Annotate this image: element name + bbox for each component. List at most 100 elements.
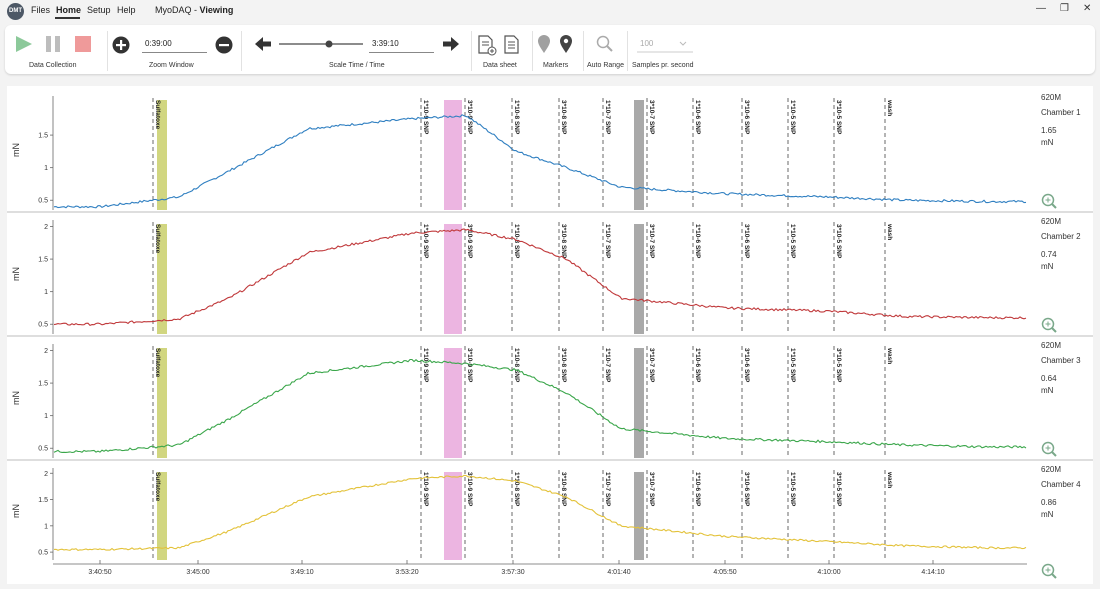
separator	[627, 31, 628, 71]
zoom-magnifier-icon[interactable]	[1041, 317, 1057, 333]
time-tick-label: 4:10:00	[817, 569, 840, 576]
time-tick-label: 3:57:30	[501, 569, 524, 576]
marker-label: 1*10-7 SNP	[604, 100, 611, 135]
scale-time-input[interactable]: 3:39:10	[369, 36, 434, 53]
y-axis-label: mN	[11, 504, 21, 518]
current-value: 0.74	[1041, 250, 1057, 259]
marker-label: 1*10-9 SNP	[422, 224, 429, 259]
separator	[532, 31, 533, 71]
marker-label: 1*10-6 SNP	[694, 472, 701, 507]
time-tick-label: 4:05:50	[713, 569, 736, 576]
y-tick-label: 0.5	[38, 322, 48, 329]
time-tick-label: 3:40:50	[88, 569, 111, 576]
chamber-name: Chamber 4	[1041, 480, 1081, 489]
y-tick-label: 1	[44, 413, 48, 420]
marker-label: 1*10-5 SNP	[789, 348, 796, 383]
close-icon[interactable]: ✕	[1083, 3, 1092, 14]
play-button[interactable]	[16, 36, 32, 52]
scroll-left-button[interactable]	[255, 37, 271, 51]
value-unit: mN	[1041, 138, 1054, 147]
plot-area: 3:40:50 3:45:00 3:49:10 3:53:20 3:57:30 4:01:…	[7, 86, 1093, 584]
y-axis-label: mN	[11, 391, 21, 405]
marker-label: Sulfatoxe	[154, 224, 161, 254]
marker-label: 1*10-5 SNP	[789, 100, 796, 135]
plus-circle-icon	[112, 36, 130, 54]
zoom-magnifier-icon[interactable]	[1041, 563, 1057, 579]
marker-label: 1*10-5 SNP	[789, 224, 796, 259]
zoom-out-button[interactable]	[215, 36, 233, 54]
pause-icon	[46, 36, 60, 52]
markers-label: Markers	[543, 62, 569, 69]
time-tick-label: 3:53:20	[395, 569, 418, 576]
stop-icon	[75, 36, 91, 52]
event-highlight	[444, 472, 462, 560]
marker-label: Sulfatoxe	[154, 472, 161, 502]
chamber-trace	[53, 228, 1027, 327]
marker-label: 3*10-5 SNP	[835, 100, 842, 135]
chamber-trace	[53, 358, 1027, 454]
event-highlight	[157, 224, 167, 334]
marker-gray-button[interactable]	[538, 35, 550, 53]
marker-label: 3*10-8 SNP	[560, 100, 567, 135]
event-highlight	[157, 348, 167, 458]
time-tick-label: 3:49:10	[290, 569, 313, 576]
window-title: MyoDAQ - Viewing	[155, 5, 234, 15]
device-label: 620M	[1041, 465, 1061, 474]
marker-label: 1*10-7 SNP	[604, 348, 611, 383]
value-unit: mN	[1041, 510, 1054, 519]
auto-range-button[interactable]	[596, 35, 613, 52]
event-highlight	[444, 224, 462, 334]
play-icon	[16, 36, 32, 52]
separator	[583, 31, 584, 71]
marker-label: 1*10-8 SNP	[513, 348, 520, 383]
maximize-icon[interactable]: ❐	[1060, 3, 1069, 14]
app-logo: DMT	[7, 3, 24, 20]
marker-label: wash	[886, 347, 893, 364]
zoom-window-input[interactable]: 0:39:00	[142, 36, 207, 53]
slider-thumb[interactable]	[325, 40, 333, 48]
zoom-magnifier-icon[interactable]	[1041, 441, 1057, 457]
data-sheet-label: Data sheet	[483, 62, 517, 69]
menu-help[interactable]: Help	[117, 5, 136, 15]
value-unit: mN	[1041, 386, 1054, 395]
arrow-right-icon	[443, 37, 459, 51]
chamber-name: Chamber 1	[1041, 108, 1081, 117]
minimize-icon[interactable]: —	[1036, 3, 1046, 14]
minus-circle-icon	[215, 36, 233, 54]
event-highlight	[444, 100, 462, 210]
y-tick-label: 0.5	[38, 550, 48, 557]
chamber-name: Chamber 2	[1041, 232, 1081, 241]
zoom-in-button[interactable]	[112, 36, 130, 54]
chamber-panel-2: Sulfatoxe 1*10-9 SNP 3*10-9 SNP 1*10-8 SNP 3…	[11, 217, 1081, 334]
data-sheet-button[interactable]	[504, 35, 519, 54]
menu-setup[interactable]: Setup	[87, 5, 111, 15]
map-pin-icon	[560, 35, 572, 53]
separator	[241, 31, 242, 71]
device-label: 620M	[1041, 341, 1061, 350]
stop-button[interactable]	[75, 36, 91, 52]
marker-button[interactable]	[560, 35, 572, 53]
marker-label: 3*10-8 SNP	[560, 472, 567, 507]
separator	[107, 31, 108, 71]
marker-label: 3*10-9 SNP	[466, 472, 473, 507]
zoom-magnifier-icon[interactable]	[1041, 193, 1057, 209]
y-tick-label: 1	[44, 289, 48, 296]
device-label: 620M	[1041, 217, 1061, 226]
samples-dropdown[interactable]	[637, 41, 693, 53]
scroll-right-button[interactable]	[443, 37, 459, 51]
marker-label: 3*10-8 SNP	[560, 224, 567, 259]
marker-label: 1*10-8 SNP	[513, 472, 520, 507]
marker-label: 3*10-7 SNP	[648, 224, 655, 259]
data-sheet-add-button[interactable]	[478, 35, 497, 56]
event-highlight	[157, 472, 167, 560]
marker-label: 3*10-5 SNP	[835, 472, 842, 507]
marker-label: 1*10-8 SNP	[513, 100, 520, 135]
event-highlight	[634, 348, 644, 458]
marker-label: 1*10-6 SNP	[694, 224, 701, 259]
menu-files[interactable]: Files	[31, 5, 51, 15]
menu-home[interactable]: Home	[56, 5, 82, 15]
marker-label: wash	[886, 471, 893, 488]
time-slider[interactable]	[279, 40, 363, 48]
samples-value: 100	[640, 39, 654, 48]
pause-button[interactable]	[46, 36, 60, 52]
